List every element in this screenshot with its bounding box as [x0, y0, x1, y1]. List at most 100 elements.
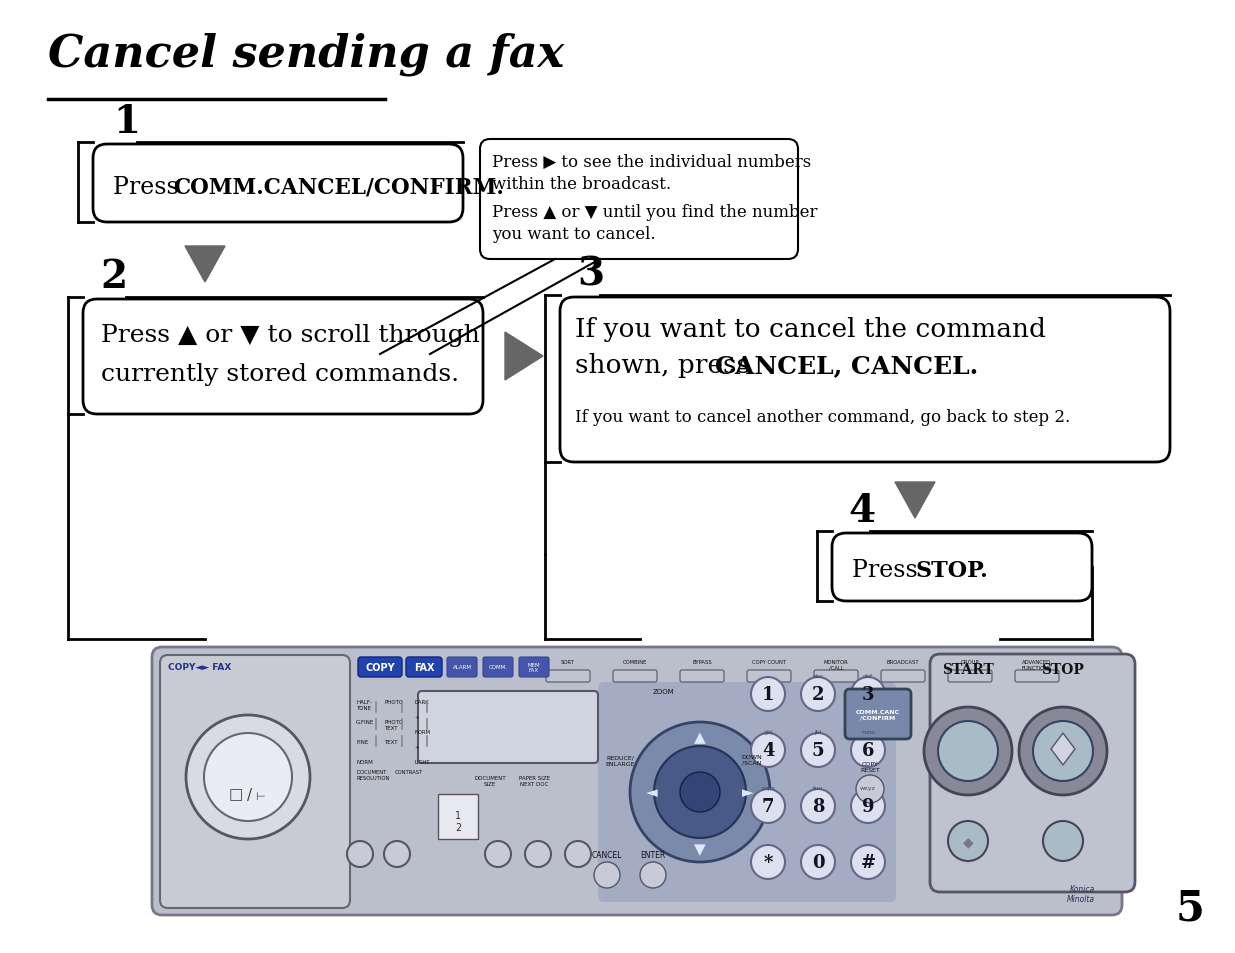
Text: BYPASS: BYPASS	[692, 659, 711, 664]
Text: +: +	[414, 744, 419, 749]
FancyBboxPatch shape	[152, 647, 1123, 915]
Text: □: □	[228, 786, 243, 801]
Circle shape	[751, 845, 785, 879]
Text: FAX: FAX	[414, 662, 435, 672]
Text: ZOOM: ZOOM	[652, 688, 674, 695]
Text: LIGHT: LIGHT	[414, 760, 430, 764]
FancyBboxPatch shape	[613, 670, 657, 682]
Text: ▲: ▲	[694, 730, 706, 744]
Text: you want to cancel.: you want to cancel.	[492, 226, 656, 243]
Text: within the broadcast.: within the broadcast.	[492, 175, 671, 193]
Circle shape	[384, 841, 410, 867]
Text: 0: 0	[811, 853, 824, 871]
Text: BROADCAST: BROADCAST	[887, 659, 919, 664]
Circle shape	[347, 841, 373, 867]
FancyBboxPatch shape	[358, 658, 403, 678]
Text: ghi: ghi	[763, 730, 773, 735]
Text: GROUP: GROUP	[961, 659, 979, 664]
FancyBboxPatch shape	[832, 534, 1092, 601]
Circle shape	[851, 789, 885, 823]
Circle shape	[948, 821, 988, 862]
Text: STOP: STOP	[1041, 662, 1084, 677]
Text: 1: 1	[454, 810, 461, 821]
Text: ▼: ▼	[694, 841, 706, 857]
Text: COMBINE: COMBINE	[622, 659, 647, 664]
Text: DARK: DARK	[414, 700, 429, 704]
Text: shown, press: shown, press	[576, 354, 758, 378]
Text: ◄: ◄	[646, 784, 658, 800]
Text: COMM.: COMM.	[489, 665, 508, 670]
Text: ►: ►	[742, 784, 753, 800]
FancyBboxPatch shape	[480, 140, 798, 260]
Text: COMM.CANC
/CONFIRM: COMM.CANC /CONFIRM	[856, 709, 900, 720]
Circle shape	[802, 733, 835, 767]
Text: Press: Press	[112, 175, 186, 198]
Circle shape	[802, 678, 835, 711]
Text: Press ▲ or ▼ to scroll through: Press ▲ or ▼ to scroll through	[101, 324, 480, 347]
Text: ALARM: ALARM	[452, 665, 472, 670]
Circle shape	[856, 775, 884, 803]
Text: SORT: SORT	[561, 659, 576, 664]
Circle shape	[1019, 707, 1107, 795]
Text: currently stored commands.: currently stored commands.	[101, 363, 459, 386]
Text: CANCEL: CANCEL	[592, 850, 622, 859]
FancyBboxPatch shape	[83, 299, 483, 415]
Text: FINE: FINE	[356, 740, 368, 744]
Text: NORM: NORM	[414, 729, 430, 734]
Text: Press ▲ or ▼ until you find the number: Press ▲ or ▼ until you find the number	[492, 204, 818, 221]
Text: wxyz: wxyz	[860, 785, 876, 791]
Text: Press ▶ to see the individual numbers: Press ▶ to see the individual numbers	[492, 153, 811, 171]
Text: CANCEL, CANCEL.: CANCEL, CANCEL.	[715, 354, 978, 377]
Text: DOCUMENT
RESOLUTION: DOCUMENT RESOLUTION	[356, 769, 389, 780]
Text: 1: 1	[762, 685, 774, 703]
Text: COPY
RESET: COPY RESET	[860, 761, 879, 772]
Text: Cancel sending a fax: Cancel sending a fax	[48, 32, 564, 75]
FancyBboxPatch shape	[483, 658, 513, 678]
Text: +: +	[414, 714, 419, 720]
Circle shape	[1032, 721, 1093, 781]
FancyBboxPatch shape	[747, 670, 790, 682]
FancyBboxPatch shape	[845, 689, 911, 740]
FancyBboxPatch shape	[559, 297, 1170, 462]
Text: COMM.CANCEL/CONFIRM.: COMM.CANCEL/CONFIRM.	[173, 175, 504, 198]
Text: 7: 7	[762, 797, 774, 815]
FancyBboxPatch shape	[93, 145, 463, 223]
Text: 5: 5	[811, 741, 824, 760]
FancyBboxPatch shape	[814, 670, 858, 682]
Text: jkl: jkl	[814, 730, 821, 735]
Text: START: START	[942, 662, 994, 677]
Text: If you want to cancel the command: If you want to cancel the command	[576, 317, 1046, 342]
FancyBboxPatch shape	[948, 670, 992, 682]
Text: ADVANCED
FUNCTIONS: ADVANCED FUNCTIONS	[1021, 659, 1052, 670]
Circle shape	[802, 845, 835, 879]
Text: PAPER SIZE
NEXT DOC: PAPER SIZE NEXT DOC	[519, 775, 550, 786]
Text: 8: 8	[811, 797, 824, 815]
FancyBboxPatch shape	[417, 691, 598, 763]
Text: 2: 2	[454, 822, 461, 832]
Text: 2: 2	[811, 685, 824, 703]
Text: ◆: ◆	[963, 834, 973, 848]
Text: #: #	[861, 853, 876, 871]
Circle shape	[751, 733, 785, 767]
FancyBboxPatch shape	[598, 682, 897, 902]
Text: *: *	[763, 853, 773, 871]
Polygon shape	[185, 247, 225, 283]
Circle shape	[939, 721, 998, 781]
Text: def: def	[863, 674, 873, 679]
Polygon shape	[505, 333, 543, 380]
Polygon shape	[438, 794, 478, 840]
Text: 3: 3	[862, 685, 874, 703]
Circle shape	[924, 707, 1011, 795]
Text: 1: 1	[112, 103, 140, 141]
FancyBboxPatch shape	[881, 670, 925, 682]
Circle shape	[204, 733, 291, 821]
Text: 5: 5	[1176, 887, 1204, 929]
Text: PHOTO
TEXT: PHOTO TEXT	[384, 720, 403, 730]
Text: G.FINE: G.FINE	[356, 720, 374, 724]
Circle shape	[1044, 821, 1083, 862]
Circle shape	[751, 789, 785, 823]
FancyBboxPatch shape	[680, 670, 724, 682]
Text: STOP.: STOP.	[915, 559, 988, 581]
FancyBboxPatch shape	[406, 658, 442, 678]
Text: /: /	[247, 788, 253, 802]
